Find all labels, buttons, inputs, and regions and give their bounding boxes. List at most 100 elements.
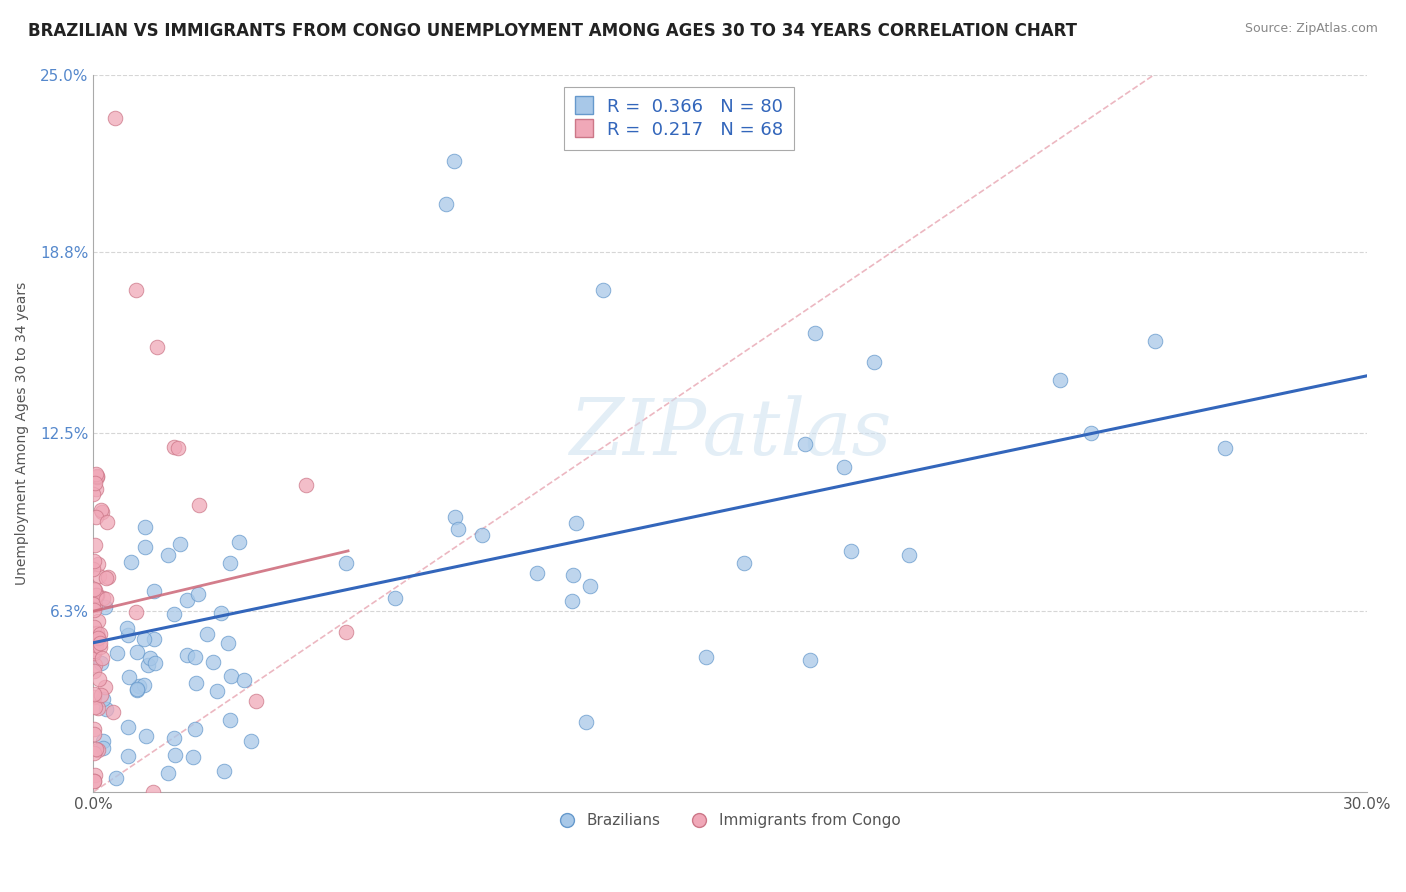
Point — [83, 699, 105, 714]
Point — [89, 627, 111, 641]
Point — [219, 714, 242, 728]
Point — [138, 651, 160, 665]
Point — [86, 469, 108, 483]
Point — [91, 691, 114, 706]
Point — [176, 648, 198, 662]
Point — [335, 556, 357, 570]
Point — [132, 678, 155, 692]
Point — [384, 591, 406, 606]
Point — [87, 569, 110, 583]
Point — [228, 535, 250, 549]
Point — [94, 600, 117, 615]
Point — [105, 771, 128, 785]
Point — [90, 689, 112, 703]
Point — [579, 579, 602, 593]
Point — [117, 720, 139, 734]
Point — [84, 768, 107, 782]
Point — [128, 679, 150, 693]
Point — [163, 731, 186, 745]
Point — [83, 687, 105, 701]
Point — [84, 658, 107, 673]
Point — [84, 538, 107, 552]
Point — [169, 537, 191, 551]
Point — [239, 734, 262, 748]
Point — [218, 557, 240, 571]
Point — [444, 510, 467, 524]
Point — [91, 591, 114, 605]
Point — [96, 591, 118, 606]
Point — [86, 510, 108, 524]
Point — [83, 554, 105, 568]
Point — [733, 556, 755, 570]
Point — [86, 469, 108, 483]
Point — [125, 682, 148, 697]
Point — [143, 632, 166, 646]
Point — [125, 283, 148, 297]
Text: ZIPatlas: ZIPatlas — [569, 395, 891, 471]
Point — [794, 437, 817, 451]
Point — [212, 764, 235, 778]
Point — [183, 750, 205, 764]
Point — [471, 528, 494, 542]
Point — [335, 625, 357, 640]
Point — [83, 646, 105, 660]
Point — [434, 196, 457, 211]
Point — [443, 153, 465, 168]
Point — [89, 636, 111, 650]
Point — [561, 568, 583, 582]
Point — [82, 562, 104, 576]
Point — [1143, 334, 1166, 349]
Point — [94, 702, 117, 716]
Point — [165, 747, 187, 762]
Point — [117, 628, 139, 642]
Point — [91, 734, 114, 748]
Point — [188, 498, 211, 512]
Point — [799, 653, 821, 667]
Point — [83, 690, 105, 704]
Point — [565, 516, 588, 530]
Point — [142, 584, 165, 599]
Point — [83, 602, 105, 616]
Point — [87, 558, 110, 572]
Point — [86, 614, 108, 628]
Point — [84, 583, 107, 598]
Point — [207, 684, 229, 698]
Point — [83, 644, 105, 658]
Point — [146, 340, 169, 354]
Point — [83, 774, 105, 789]
Point — [89, 640, 111, 654]
Point — [1080, 426, 1102, 441]
Point — [117, 621, 139, 635]
Point — [91, 741, 114, 756]
Point — [135, 729, 157, 743]
Point — [447, 522, 470, 536]
Point — [84, 482, 107, 496]
Point — [87, 672, 110, 686]
Point — [94, 571, 117, 585]
Point — [83, 774, 105, 789]
Point — [120, 555, 142, 569]
Point — [83, 476, 105, 491]
Point — [201, 655, 224, 669]
Point — [863, 355, 886, 369]
Point — [134, 540, 156, 554]
Point — [86, 467, 108, 481]
Point — [87, 701, 110, 715]
Text: BRAZILIAN VS IMMIGRANTS FROM CONGO UNEMPLOYMENT AMONG AGES 30 TO 34 YEARS CORREL: BRAZILIAN VS IMMIGRANTS FROM CONGO UNEMP… — [28, 22, 1077, 40]
Point — [186, 675, 208, 690]
Point — [167, 441, 190, 455]
Point — [163, 607, 186, 621]
Point — [157, 548, 180, 562]
Y-axis label: Unemployment Among Ages 30 to 34 years: Unemployment Among Ages 30 to 34 years — [15, 282, 30, 585]
Point — [132, 632, 155, 647]
Point — [832, 459, 855, 474]
Point — [561, 594, 583, 608]
Point — [141, 785, 163, 799]
Point — [91, 651, 114, 665]
Point — [107, 646, 129, 660]
Point — [143, 656, 166, 670]
Point — [86, 588, 108, 602]
Point — [233, 673, 256, 687]
Point — [84, 638, 107, 652]
Point — [83, 599, 105, 613]
